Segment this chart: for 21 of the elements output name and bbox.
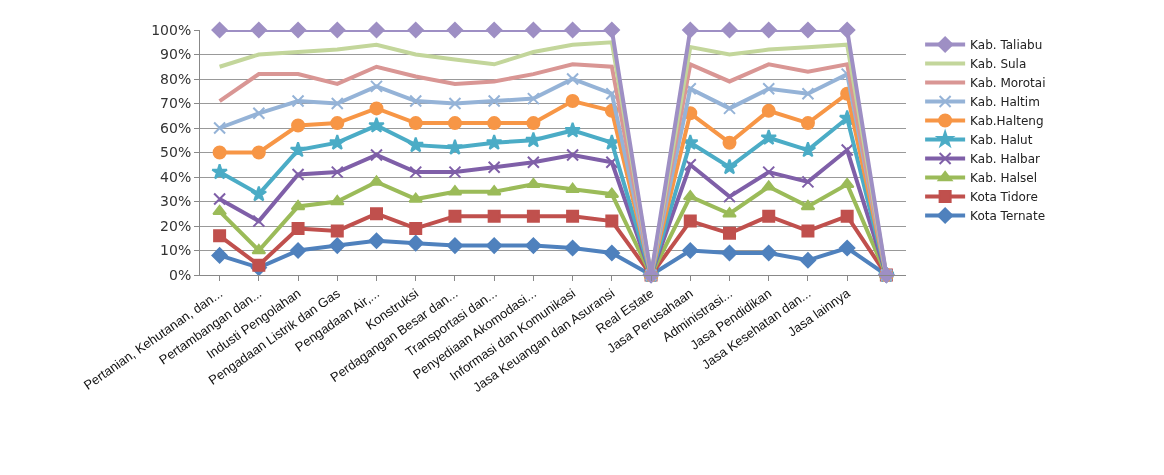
legend-label: Kab. Halbar <box>970 152 1041 167</box>
legend-label: Kota Ternate <box>970 209 1046 224</box>
y-tick-label: 80% <box>160 70 192 87</box>
legend-label: Kab. Morotai <box>970 76 1046 91</box>
y-tick-label: 90% <box>160 46 192 63</box>
y-tick-label: 30% <box>160 193 192 210</box>
y-tick-label: 60% <box>160 119 192 136</box>
legend-label: Kota Tidore <box>970 190 1038 205</box>
legend-label: Kab.Halteng <box>970 114 1044 129</box>
y-tick-label: 10% <box>160 242 192 259</box>
y-tick-label: 100% <box>151 21 192 38</box>
y-tick-label: 0% <box>168 266 192 283</box>
legend-label: Kab. Taliabu <box>970 38 1043 53</box>
legend-label: Kab. Sula <box>970 57 1027 72</box>
y-tick-label: 50% <box>160 144 192 161</box>
legend-label: Kab. Halsel <box>970 171 1038 186</box>
legend-label: Kab. Haltim <box>970 95 1040 110</box>
y-tick-label: 70% <box>160 95 192 112</box>
y-tick-label: 20% <box>160 217 192 234</box>
y-tick-label: 40% <box>160 168 192 185</box>
legend-label: Kab. Halut <box>970 133 1033 148</box>
